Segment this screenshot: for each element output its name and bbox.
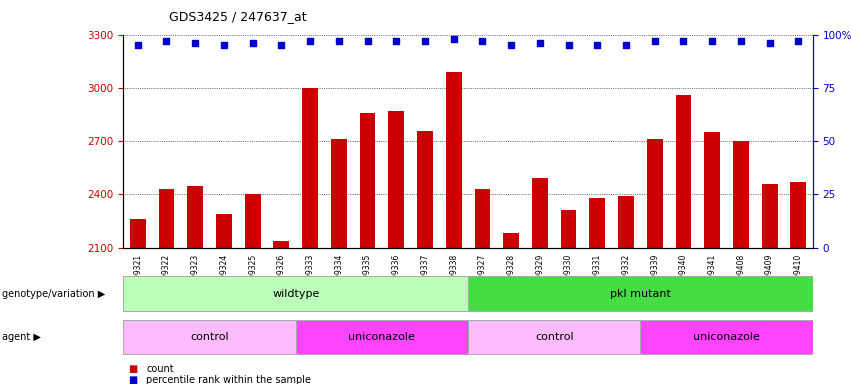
Text: pkl mutant: pkl mutant — [610, 289, 671, 299]
Point — [160, 38, 174, 44]
Bar — [130, 219, 146, 248]
Point — [620, 42, 633, 48]
Bar — [641, 320, 813, 354]
Bar — [647, 139, 663, 248]
Point — [361, 38, 374, 44]
Point — [533, 40, 546, 46]
Bar — [331, 139, 346, 248]
Text: ■: ■ — [128, 364, 137, 374]
Bar — [618, 196, 634, 248]
Point — [275, 42, 288, 48]
Point — [591, 42, 604, 48]
Bar — [503, 233, 519, 248]
Bar — [187, 185, 203, 248]
Text: genotype/variation ▶: genotype/variation ▶ — [2, 289, 105, 299]
Bar — [676, 95, 691, 248]
Text: GDS3425 / 247637_at: GDS3425 / 247637_at — [169, 10, 307, 23]
Bar — [446, 72, 461, 248]
Bar — [123, 276, 468, 311]
Text: agent ▶: agent ▶ — [2, 332, 41, 342]
Text: uniconazole: uniconazole — [693, 332, 760, 342]
Bar — [590, 198, 605, 248]
Point — [246, 40, 260, 46]
Bar — [296, 320, 468, 354]
Bar — [468, 320, 641, 354]
Text: control: control — [191, 332, 229, 342]
Bar — [245, 194, 260, 248]
Bar — [273, 242, 289, 248]
Point — [418, 38, 431, 44]
Bar — [791, 182, 806, 248]
Bar — [468, 276, 813, 311]
Bar — [216, 214, 231, 248]
Bar — [158, 189, 174, 248]
Bar — [733, 141, 749, 248]
Text: control: control — [535, 332, 574, 342]
Bar — [388, 111, 404, 248]
Bar — [561, 210, 576, 248]
Bar — [417, 131, 433, 248]
Point — [562, 42, 575, 48]
Point — [505, 42, 518, 48]
Point — [188, 40, 202, 46]
Point — [303, 38, 317, 44]
Point — [332, 38, 346, 44]
Point — [734, 38, 748, 44]
Point — [476, 38, 489, 44]
Bar — [532, 179, 548, 248]
Bar — [123, 320, 296, 354]
Text: ■: ■ — [128, 375, 137, 384]
Point — [791, 38, 805, 44]
Point — [217, 42, 231, 48]
Point — [390, 38, 403, 44]
Text: uniconazole: uniconazole — [348, 332, 415, 342]
Text: percentile rank within the sample: percentile rank within the sample — [146, 375, 311, 384]
Point — [648, 38, 661, 44]
Bar — [705, 132, 720, 248]
Bar — [762, 184, 778, 248]
Point — [131, 42, 145, 48]
Point — [705, 38, 719, 44]
Point — [447, 36, 460, 42]
Bar — [475, 189, 490, 248]
Text: count: count — [146, 364, 174, 374]
Bar — [360, 113, 375, 248]
Point — [677, 38, 690, 44]
Text: wildtype: wildtype — [272, 289, 319, 299]
Point — [762, 40, 776, 46]
Bar — [302, 88, 318, 248]
